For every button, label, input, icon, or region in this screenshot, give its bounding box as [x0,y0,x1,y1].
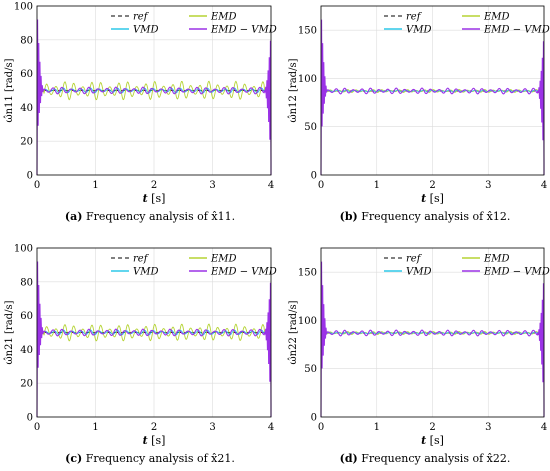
y-tick-label: 80 [20,35,33,46]
y-tick-label: 60 [20,69,33,80]
x-tick-label: 0 [34,422,40,433]
caption-c: (c) Frequency analysis of x̂21. [65,452,235,465]
x-axis-label: t [s] [421,192,444,205]
x-tick-label: 2 [151,422,157,433]
y-axis-label: ω̂n11 [rad/s] [4,58,15,122]
y-tick-label: 100 [298,316,317,327]
series-emdvmd [320,19,545,176]
legend-label-ref: ref [133,254,150,265]
panel-d: 0 50 100 150 0 1 2 3 4 t [s] ω̂n22 [rad/s] ref EMD VM… [288,247,550,447]
caption-b: (b) Frequency analysis of x̂12. [339,210,511,223]
panel-a: 0 20 40 60 80 100 0 1 2 3 4 t [s] ω̂n11 [rad/s] ref EM… [4,2,277,206]
x-tick-label: 1 [374,422,380,433]
x-tick-label: 1 [374,180,380,191]
y-tick-label: 0 [27,171,33,182]
caption-b-text: Frequency analysis of x̂12. [361,210,511,223]
y-axis-label: ω̂n12 [rad/s] [288,58,299,122]
series-vmd [36,87,272,94]
legend-label-vmd: VMD [406,25,431,36]
series-emd [36,323,272,343]
x-tick-label: 0 [318,180,324,191]
y-tick-label: 20 [20,137,33,148]
legend-label-ref: ref [133,12,150,23]
x-tick-label: 1 [92,180,98,191]
series-emdvmd [320,261,545,418]
y-axis-label: ω̂n21 [rad/s] [4,300,15,364]
legend-label-vmd: VMD [133,267,158,278]
axes-frame [320,5,545,176]
y-tick-label: 0 [311,413,317,424]
panel-c: 0 20 40 60 80 100 0 1 2 3 4 t [s] ω̂n21 [rad/s] ref EM… [4,244,277,448]
caption-a: (a) Frequency analysis of x̂11. [64,210,236,223]
legend-label-emd: EMD [483,12,510,23]
y-tick-label: 40 [20,345,33,356]
legend-label-ref: ref [406,254,423,265]
caption-d-text: Frequency analysis of x̂22. [361,452,511,465]
legend-label-vmd: VMD [133,25,158,36]
y-axis-label: ω̂n22 [rad/s] [288,300,299,364]
x-axis-label: t [s] [143,192,166,205]
y-tick-label: 100 [298,74,317,85]
y-tick-label: 60 [20,311,33,322]
legend-label-vmd: VMD [406,267,431,278]
x-tick-label: 4 [268,180,274,191]
legend-label-emdvmd: EMD − VMD [483,267,550,278]
x-tick-label: 2 [429,422,435,433]
legend-label-ref: ref [406,12,423,23]
x-tick-label: 3 [485,180,491,191]
x-axis-label: t [s] [421,434,444,447]
y-tick-label: 100 [14,244,33,255]
y-tick-label: 150 [298,26,317,37]
series-emdvmd [36,261,272,418]
axes-frame [320,247,545,418]
axes-frame [36,247,272,418]
y-tick-label: 100 [14,2,33,13]
caption-a-text: Frequency analysis of x̂11. [85,210,236,223]
x-tick-label: 0 [318,422,324,433]
x-tick-label: 3 [209,180,215,191]
caption-c-text: Frequency analysis of x̂21. [85,452,235,465]
y-tick-label: 50 [304,122,317,133]
x-tick-label: 4 [268,422,274,433]
panel-b: 0 50 100 150 0 1 2 3 4 t [s] ω̂n12 [rad/s] ref EMD VM… [288,5,550,205]
x-tick-label: 2 [151,180,157,191]
x-tick-label: 0 [34,180,40,191]
y-tick-label: 50 [304,364,317,375]
x-tick-label: 3 [209,422,215,433]
x-tick-label: 3 [485,422,491,433]
series-vmd [36,329,272,336]
series-emdvmd [36,19,272,176]
y-tick-label: 0 [27,413,33,424]
x-tick-label: 4 [541,422,547,433]
y-tick-label: 80 [20,277,33,288]
y-tick-label: 0 [311,171,317,182]
caption-d: (d) Frequency analysis of x̂22. [339,452,511,465]
y-tick-label: 150 [298,268,317,279]
legend-label-emdvmd: EMD − VMD [210,267,277,278]
legend-label-emdvmd: EMD − VMD [483,25,550,36]
x-axis-label: t [s] [143,434,166,447]
y-tick-label: 20 [20,379,33,390]
x-tick-label: 1 [92,422,98,433]
y-tick-label: 40 [20,103,33,114]
axes-frame [36,5,272,176]
legend-label-emdvmd: EMD − VMD [210,25,277,36]
x-tick-label: 2 [429,180,435,191]
legend-label-emd: EMD [210,254,237,265]
series-emd [36,80,272,101]
legend-label-emd: EMD [483,254,510,265]
legend-label-emd: EMD [210,12,237,23]
x-tick-label: 4 [541,180,547,191]
